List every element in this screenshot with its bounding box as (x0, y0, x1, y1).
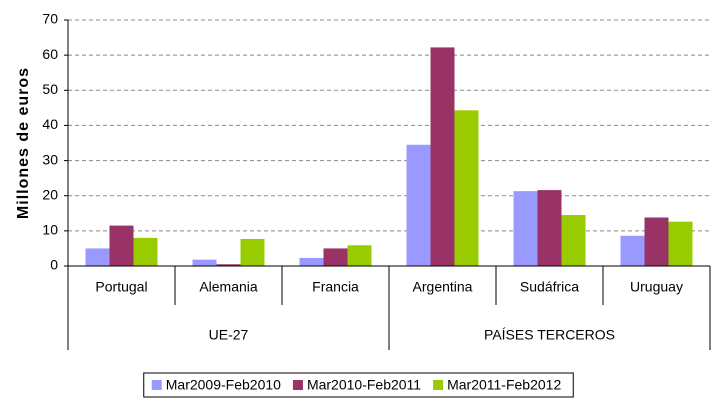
x-tick-label: Sudáfrica (520, 279, 579, 295)
legend-swatch (151, 380, 162, 390)
x-tick-label: Alemania (199, 279, 258, 295)
legend-label: Mar2011-Feb2012 (447, 377, 561, 393)
bar (537, 190, 562, 266)
bar (513, 191, 538, 266)
bar (85, 248, 110, 266)
bar (216, 264, 241, 266)
bar (561, 215, 586, 266)
x-tick-label: Uruguay (630, 279, 683, 295)
bar (240, 238, 265, 266)
bar (347, 245, 372, 266)
y-tick-label: 40 (42, 116, 58, 132)
bar (323, 248, 348, 266)
y-tick-label: 10 (42, 222, 58, 238)
y-tick-label: 30 (42, 151, 58, 167)
y-axis-label: Millones de euros (15, 67, 32, 219)
bar (299, 257, 324, 266)
y-tick-label: 0 (50, 257, 58, 273)
legend-swatch (433, 380, 444, 390)
group-label: UE-27 (209, 327, 249, 343)
bar (406, 144, 431, 266)
group-label: PAÍSES TERCEROS (484, 327, 615, 343)
bar (192, 259, 217, 266)
legend-swatch (292, 380, 303, 390)
bar (454, 110, 479, 267)
bar (430, 47, 455, 266)
bar (133, 237, 158, 266)
bar (644, 217, 669, 266)
y-tick-label: 20 (42, 186, 58, 202)
bar (109, 225, 134, 266)
legend-box (143, 372, 574, 398)
legend-label: Mar2009-Feb2010 (166, 377, 281, 393)
x-tick-label: Francia (312, 279, 359, 295)
x-tick-label: Argentina (413, 279, 473, 295)
y-tick-label: 70 (42, 11, 58, 27)
legend-label: Mar2010-Feb2011 (307, 377, 421, 393)
bar (620, 235, 645, 266)
bar (668, 221, 693, 266)
x-tick-label: Portugal (95, 279, 147, 295)
y-tick-label: 60 (42, 46, 58, 62)
y-tick-label: 50 (42, 81, 58, 97)
